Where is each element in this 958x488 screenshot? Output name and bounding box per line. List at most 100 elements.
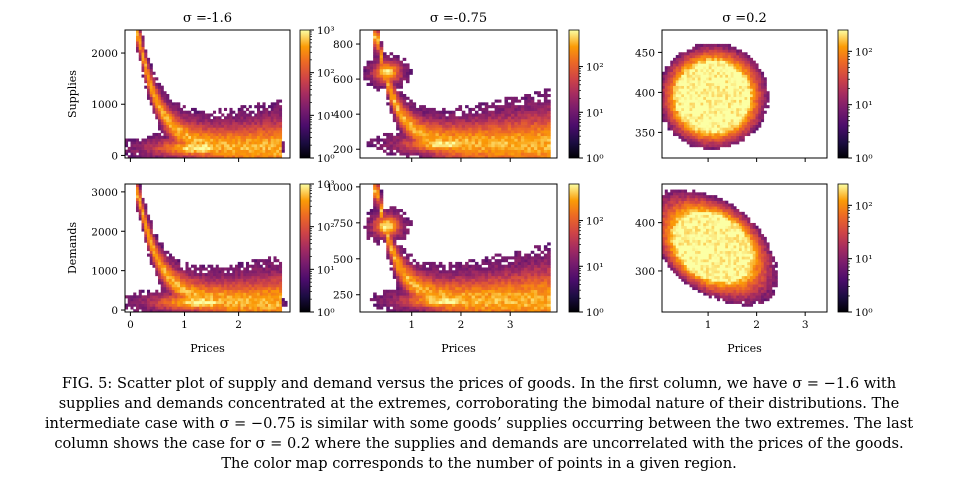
- heatmap-cell: [399, 116, 403, 120]
- heatmap-cell: [204, 141, 208, 145]
- heatmap-cell: [379, 222, 384, 227]
- heatmap-cell: [752, 102, 756, 106]
- heatmap-cell: [376, 52, 380, 56]
- y-tick-label: 0: [111, 305, 118, 317]
- heatmap-cell: [229, 127, 233, 131]
- heatmap-cell: [706, 110, 710, 114]
- heatmap-cell: [221, 135, 225, 139]
- heatmap-cell: [268, 309, 272, 313]
- heatmap-cell: [232, 292, 236, 296]
- heatmap-cell: [133, 309, 137, 313]
- heatmap-cell: [497, 107, 502, 111]
- heatmap-cell: [686, 77, 690, 81]
- heatmap-cell: [376, 300, 380, 304]
- heatmap-cell: [379, 231, 384, 235]
- heatmap-cell: [160, 124, 164, 128]
- heatmap-cell: [254, 124, 258, 128]
- heatmap-cell: [254, 275, 258, 279]
- heatmap-cell: [276, 102, 280, 106]
- heatmap-cell: [180, 119, 184, 123]
- heatmap-cell: [706, 63, 710, 67]
- heatmap-cell: [758, 121, 762, 125]
- heatmap-cell: [758, 96, 762, 100]
- heatmap-cell: [396, 264, 400, 268]
- heatmap-cell: [504, 135, 509, 139]
- heatmap-cell: [202, 267, 206, 271]
- heatmap-cell: [273, 113, 277, 117]
- heatmap-cell: [412, 124, 417, 128]
- heatmap-cell: [199, 281, 203, 285]
- heatmap-cell: [708, 63, 712, 67]
- heatmap-cell: [547, 146, 551, 150]
- heatmap-cell: [741, 85, 745, 89]
- heatmap-cell: [262, 149, 266, 153]
- heatmap-cell: [248, 286, 252, 291]
- heatmap-cells: [125, 30, 285, 159]
- heatmap-cell: [232, 278, 236, 282]
- heatmap-cell: [689, 49, 693, 53]
- heatmap-cell: [402, 71, 407, 75]
- heatmap-cell: [741, 138, 745, 142]
- heatmap-cell: [218, 284, 222, 288]
- heatmap-cell: [744, 105, 748, 109]
- heatmap-cell: [537, 152, 541, 156]
- heatmap-cell: [412, 281, 417, 285]
- heatmap-cell: [147, 135, 151, 139]
- heatmap-cell: [396, 141, 400, 145]
- heatmap-cell: [160, 130, 164, 134]
- heatmap-cell: [392, 152, 397, 156]
- heatmap-cell: [169, 270, 173, 274]
- heatmap-cell: [160, 289, 164, 293]
- heatmap-cell: [147, 245, 151, 249]
- heatmap-cell: [196, 298, 200, 302]
- heatmap-cell: [543, 155, 548, 159]
- heatmap-cell: [697, 138, 701, 142]
- heatmap-cell: [703, 68, 707, 73]
- heatmap-cell: [147, 289, 151, 293]
- heatmap-cell: [141, 228, 145, 232]
- heatmap-cell: [221, 270, 225, 274]
- heatmap-cell: [728, 99, 732, 103]
- heatmap-cell: [667, 68, 671, 73]
- heatmap-cell: [191, 121, 195, 125]
- heatmap-cell: [392, 225, 397, 229]
- heatmap-cell: [722, 96, 726, 100]
- heatmap-cell: [524, 105, 528, 109]
- heatmap-cell: [684, 66, 688, 70]
- heatmap-cell: [376, 209, 380, 213]
- heatmap-cell: [684, 130, 688, 134]
- heatmap-cell: [386, 292, 390, 296]
- heatmap-cell: [226, 267, 230, 271]
- heatmap-cell: [262, 261, 266, 265]
- heatmap-cell: [160, 110, 164, 114]
- heatmap-cell: [232, 152, 236, 156]
- heatmap-cell: [750, 71, 754, 75]
- heatmap-cell: [276, 295, 280, 299]
- heatmap-cell: [270, 141, 274, 145]
- colorbar-tick-label: 10²: [317, 68, 335, 80]
- heatmap-cell: [226, 141, 230, 145]
- heatmap-cell: [451, 121, 456, 125]
- heatmap-cell: [662, 119, 666, 123]
- heatmap-cell: [758, 91, 762, 95]
- heatmap-cell: [232, 132, 236, 137]
- heatmap-cell: [396, 135, 400, 139]
- heatmap-cell: [138, 192, 142, 196]
- heatmap-cell: [758, 99, 762, 103]
- heatmap-cell: [262, 273, 266, 277]
- heatmap-cell: [396, 306, 400, 310]
- heatmap-cell: [193, 273, 197, 277]
- heatmap-cell: [177, 286, 181, 291]
- heatmap-cell: [373, 236, 377, 240]
- heatmap-cell: [719, 141, 723, 145]
- heatmap-cell: [733, 124, 737, 128]
- heatmap-cell: [174, 107, 178, 111]
- heatmap-cell: [188, 289, 192, 293]
- heatmap-cell: [728, 124, 732, 128]
- heatmap-cell: [141, 74, 145, 78]
- heatmap-cell: [684, 127, 688, 131]
- heatmap-cell: [484, 135, 489, 139]
- heatmap-cell: [125, 141, 129, 145]
- heatmap-cell: [379, 63, 384, 67]
- heatmap-cell: [133, 298, 137, 302]
